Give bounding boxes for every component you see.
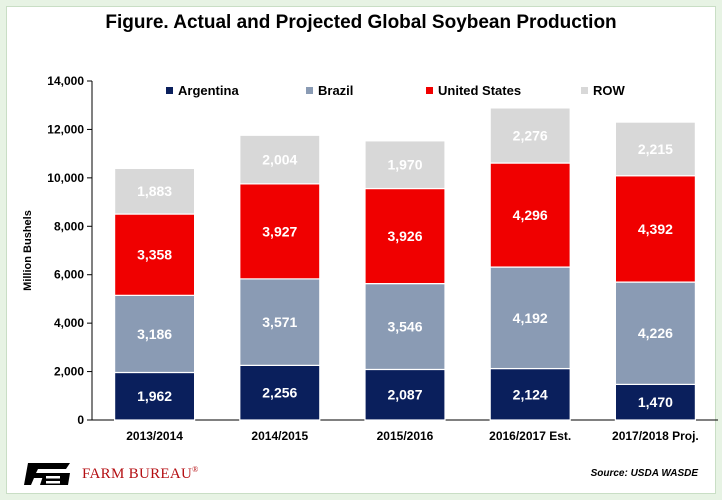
y-tick-label: 4,000 — [54, 316, 84, 330]
x-tick-label: 2016/2017 Est. — [489, 429, 571, 443]
data-label: 3,926 — [387, 228, 422, 244]
y-tick-label: 8,000 — [54, 219, 84, 233]
data-label: 2,087 — [387, 387, 422, 403]
data-label: 2,215 — [638, 141, 673, 157]
bar-segment — [113, 294, 196, 374]
y-tick-label: 6,000 — [54, 268, 84, 282]
data-label: 3,571 — [262, 314, 297, 330]
y-tick-label: 14,000 — [47, 74, 84, 88]
data-label: 1,970 — [387, 157, 422, 173]
y-tick-label: 2,000 — [54, 365, 84, 379]
bar-segment — [239, 134, 321, 185]
y-axis-label: Million Bushels — [22, 210, 34, 291]
legend-label: Argentina — [178, 83, 239, 98]
data-label: 4,192 — [513, 310, 548, 326]
bar-segment — [113, 371, 196, 421]
bar-segment — [489, 162, 571, 268]
farm-bureau-logo: FARM BUREAU® — [24, 460, 199, 488]
bar-segment — [113, 167, 196, 215]
bar-segment — [489, 367, 571, 421]
legend-label: ROW — [593, 83, 626, 98]
data-label: 1,883 — [137, 183, 172, 199]
data-label: 1,962 — [137, 388, 172, 404]
y-tick-label: 0 — [77, 413, 84, 427]
data-label: 4,296 — [513, 207, 548, 223]
bar-segment — [614, 383, 697, 421]
bar-segment — [364, 283, 446, 371]
legend-swatch — [166, 87, 173, 94]
bar-segment — [364, 368, 446, 421]
bar-segment — [489, 107, 571, 164]
data-label: 2,004 — [262, 152, 297, 168]
bar-segment — [614, 175, 697, 283]
data-label: 4,226 — [638, 325, 673, 341]
legend-label: United States — [438, 83, 521, 98]
data-label: 1,470 — [638, 394, 673, 410]
x-tick-label: 2015/2016 — [377, 429, 434, 443]
bar-segment — [489, 266, 571, 370]
farm-bureau-logo-text: FARM BUREAU® — [82, 465, 199, 482]
data-label: 2,124 — [513, 386, 548, 402]
x-tick-label: 2014/2015 — [251, 429, 308, 443]
bar-segment — [614, 121, 697, 177]
y-tick-label: 10,000 — [47, 171, 84, 185]
farm-bureau-logo-icon — [24, 461, 74, 487]
x-tick-label: 2017/2018 Proj. — [612, 429, 699, 443]
data-label: 3,546 — [387, 319, 422, 335]
data-label: 3,358 — [137, 247, 172, 263]
bar-segment — [364, 140, 446, 190]
data-label: 3,186 — [137, 326, 172, 342]
data-label: 4,392 — [638, 221, 673, 237]
legend-label: Brazil — [318, 83, 353, 98]
data-label: 3,927 — [262, 223, 297, 239]
x-tick-label: 2013/2014 — [126, 429, 183, 443]
legend-swatch — [581, 87, 588, 94]
bar-segment — [364, 187, 446, 285]
bar-segment — [113, 213, 196, 296]
bar-segment — [239, 364, 321, 421]
data-label: 2,256 — [262, 385, 297, 401]
chart-title: Figure. Actual and Projected Global Soyb… — [105, 12, 617, 33]
legend-swatch — [426, 87, 433, 94]
source-note: Source: USDA WASDE — [590, 468, 698, 479]
legend-swatch — [306, 87, 313, 94]
data-label: 2,276 — [513, 127, 548, 143]
y-tick-label: 12,000 — [47, 122, 84, 136]
bar-segment — [239, 278, 321, 366]
